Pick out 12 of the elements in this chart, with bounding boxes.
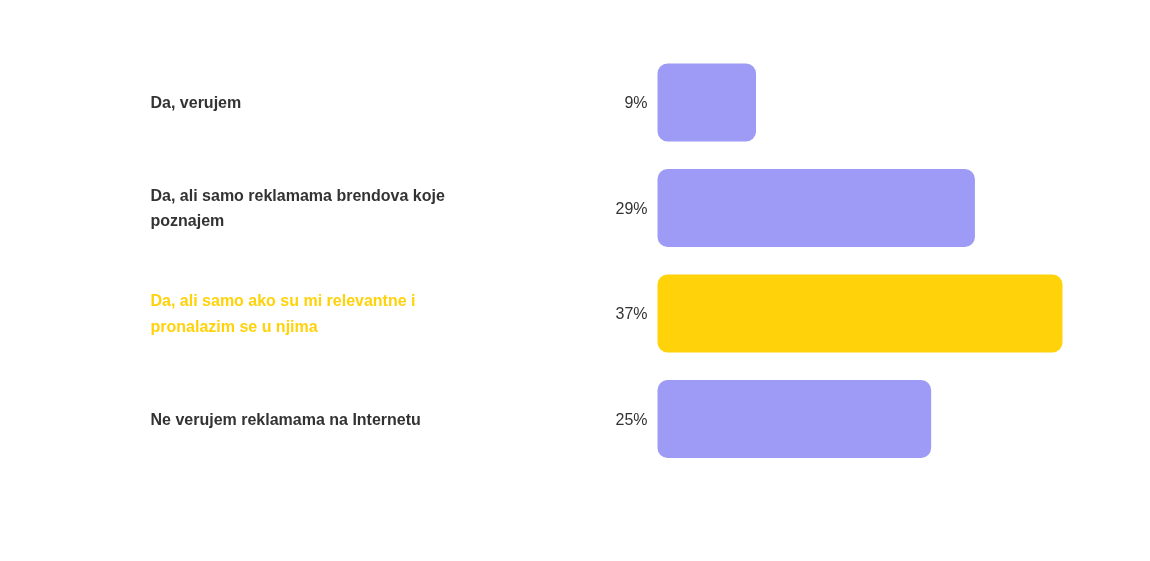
bar [657,380,932,458]
y-tick-label: Ne verujem reklamama na Internetu [150,410,421,428]
bar [657,274,1063,353]
data-label: 29% [615,199,648,217]
y-tick-label: Da, ali samo reklamama brendova koje poznajem [150,186,445,230]
y-tick-label: Da, ali samo ako su mi relevantne i pronalazim se u njima [150,292,416,335]
data-label: 25% [615,410,648,428]
data-label: 37% [615,305,648,322]
data-label: 9% [624,94,648,111]
y-tick-label: Da, verujem [150,94,242,111]
bar [657,169,975,247]
bar [657,63,757,142]
